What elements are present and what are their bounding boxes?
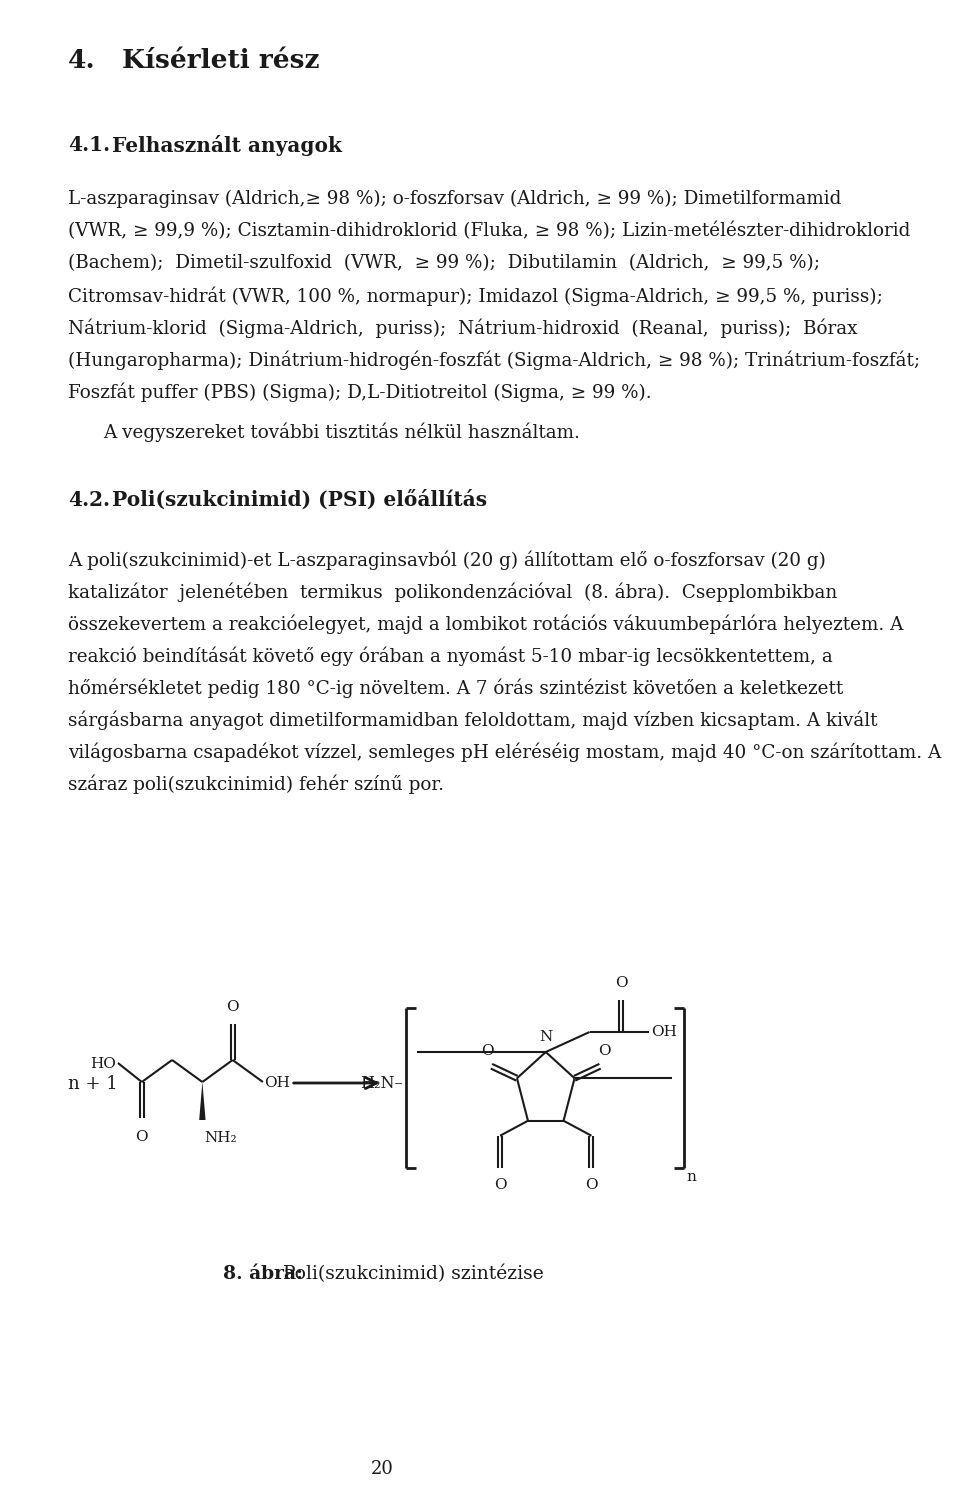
Text: Poli(szukcinimid) szintézise: Poli(szukcinimid) szintézise <box>277 1265 544 1283</box>
Text: Nátrium-klorid  (Sigma-Aldrich,  puriss);  Nátrium-hidroxid  (Reanal,  puriss); : Nátrium-klorid (Sigma-Aldrich, puriss); … <box>68 318 857 337</box>
Text: (Bachem);  Dimetil-szulfoxid  (VWR,  ≥ 99 %);  Dibutilamin  (Aldrich,  ≥ 99,5 %): (Bachem); Dimetil-szulfoxid (VWR, ≥ 99 %… <box>68 254 820 272</box>
Text: sárgásbarna anyagot dimetilformamidban feloldottam, majd vízben kicsaptam. A kiv: sárgásbarna anyagot dimetilformamidban f… <box>68 710 877 730</box>
Text: világosbarna csapadékot vízzel, semleges pH eléréséig mostam, majd 40 °C-on szár: világosbarna csapadékot vízzel, semleges… <box>68 742 941 761</box>
Text: Citromsav-hidrát (VWR, 100 %, normapur); Imidazol (Sigma-Aldrich, ≥ 99,5 %, puri: Citromsav-hidrát (VWR, 100 %, normapur);… <box>68 286 882 306</box>
Text: OH: OH <box>651 1025 677 1038</box>
Text: 4.: 4. <box>68 48 95 73</box>
Text: NH₂: NH₂ <box>204 1131 236 1144</box>
Text: reakció beindítását követő egy órában a nyomást 5-10 mbar-ig lecsökkentettem, a: reakció beindítását követő egy órában a … <box>68 646 832 665</box>
Text: O: O <box>227 1000 239 1015</box>
Text: O: O <box>135 1129 148 1144</box>
Text: n + 1: n + 1 <box>68 1076 117 1094</box>
Text: O: O <box>615 976 628 991</box>
Text: összekevertem a reakcióelegyet, majd a lombikot rotációs vákuumbepárlóra helyezt: összekevertem a reakcióelegyet, majd a l… <box>68 615 903 634</box>
Text: O: O <box>493 1177 507 1192</box>
Text: O: O <box>586 1177 598 1192</box>
Text: Foszfát puffer (PBS) (Sigma); D,L-Ditiotreitol (Sigma, ≥ 99 %).: Foszfát puffer (PBS) (Sigma); D,L-Ditiot… <box>68 382 651 401</box>
Text: 8. ábra:: 8. ábra: <box>223 1265 303 1283</box>
Text: Felhasznált anyagok: Felhasznált anyagok <box>111 134 342 157</box>
Text: A poli(szukcinimid)-et L-aszparaginsavból (20 g) állítottam elő o-foszforsav (20: A poli(szukcinimid)-et L-aszparaginsavbó… <box>68 551 826 570</box>
Text: (VWR, ≥ 99,9 %); Cisztamin-dihidroklorid (Fluka, ≥ 98 %); Lizin-metélészter-dihi: (VWR, ≥ 99,9 %); Cisztamin-dihidroklorid… <box>68 222 910 240</box>
Text: száraz poli(szukcinimid) fehér színű por.: száraz poli(szukcinimid) fehér színű por… <box>68 774 444 794</box>
Text: Kísérleti rész: Kísérleti rész <box>122 48 320 73</box>
Text: O: O <box>598 1044 611 1058</box>
Text: O: O <box>481 1044 493 1058</box>
PathPatch shape <box>199 1082 205 1120</box>
Text: A vegyszereket további tisztitás nélkül használtam.: A vegyszereket további tisztitás nélkül … <box>104 422 581 442</box>
Text: (Hungaropharma); Dinátrium-hidrogén-foszfát (Sigma-Aldrich, ≥ 98 %); Trinátrium-: (Hungaropharma); Dinátrium-hidrogén-fosz… <box>68 351 920 370</box>
Text: H₂N–: H₂N– <box>361 1076 403 1092</box>
Text: hőmérsékletet pedig 180 °C-ig növeltem. A 7 órás szintézist követően a keletkeze: hőmérsékletet pedig 180 °C-ig növeltem. … <box>68 677 843 697</box>
Text: 20: 20 <box>371 1461 394 1479</box>
Text: HO: HO <box>90 1056 116 1071</box>
Text: n: n <box>686 1170 697 1185</box>
Text: L-aszparaginsav (Aldrich,≥ 98 %); o-foszforsav (Aldrich, ≥ 99 %); Dimetilformami: L-aszparaginsav (Aldrich,≥ 98 %); o-fosz… <box>68 189 841 209</box>
Text: 4.2.: 4.2. <box>68 489 109 510</box>
Text: Poli(szukcinimid) (PSI) előállítás: Poli(szukcinimid) (PSI) előállítás <box>111 489 487 510</box>
Text: 4.1.: 4.1. <box>68 134 109 155</box>
Text: N: N <box>540 1029 552 1044</box>
Text: katalizátor  jelenétében  termikus  polikondenzációval  (8. ábra).  Csepplombikb: katalizátor jelenétében termikus polikon… <box>68 582 837 601</box>
Text: OH: OH <box>265 1076 290 1091</box>
